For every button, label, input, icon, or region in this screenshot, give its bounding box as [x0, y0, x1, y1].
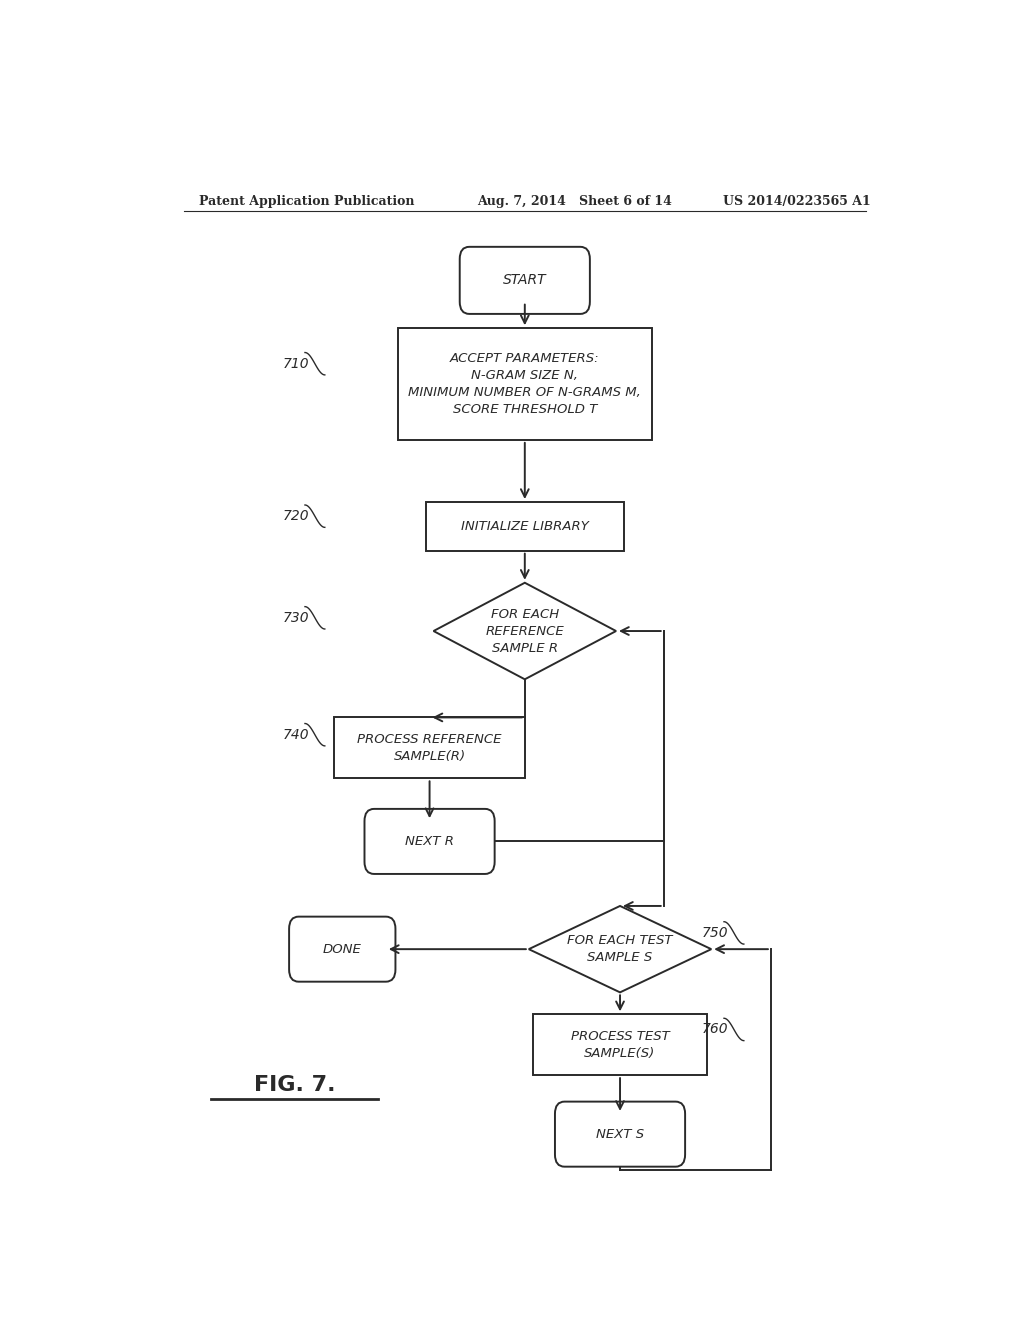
Text: START: START — [503, 273, 547, 288]
Text: US 2014/0223565 A1: US 2014/0223565 A1 — [723, 194, 871, 207]
Polygon shape — [433, 582, 616, 680]
Text: 710: 710 — [283, 356, 309, 371]
FancyBboxPatch shape — [365, 809, 495, 874]
Text: 760: 760 — [701, 1023, 728, 1036]
FancyBboxPatch shape — [460, 247, 590, 314]
Text: Patent Application Publication: Patent Application Publication — [200, 194, 415, 207]
Text: FIG. 7.: FIG. 7. — [254, 1076, 336, 1096]
Text: Aug. 7, 2014   Sheet 6 of 14: Aug. 7, 2014 Sheet 6 of 14 — [477, 194, 672, 207]
Text: ACCEPT PARAMETERS:
N-GRAM SIZE N,
MINIMUM NUMBER OF N-GRAMS M,
SCORE THRESHOLD T: ACCEPT PARAMETERS: N-GRAM SIZE N, MINIMU… — [409, 352, 641, 416]
Text: NEXT S: NEXT S — [596, 1127, 644, 1140]
FancyBboxPatch shape — [289, 916, 395, 982]
Text: 730: 730 — [283, 611, 309, 624]
Bar — [532, 1014, 708, 1076]
Polygon shape — [528, 906, 712, 993]
Text: FOR EACH TEST
SAMPLE S: FOR EACH TEST SAMPLE S — [567, 935, 673, 964]
Bar — [397, 329, 651, 440]
Text: PROCESS REFERENCE
SAMPLE(R): PROCESS REFERENCE SAMPLE(R) — [357, 733, 502, 763]
Bar — [334, 718, 524, 779]
Text: 750: 750 — [701, 925, 728, 940]
Text: 740: 740 — [283, 727, 309, 742]
Text: NEXT R: NEXT R — [406, 836, 454, 847]
Bar — [426, 502, 624, 550]
Text: DONE: DONE — [323, 942, 361, 956]
Text: INITIALIZE LIBRARY: INITIALIZE LIBRARY — [461, 520, 589, 533]
Text: PROCESS TEST
SAMPLE(S): PROCESS TEST SAMPLE(S) — [570, 1030, 670, 1060]
Text: 720: 720 — [283, 510, 309, 523]
FancyBboxPatch shape — [555, 1102, 685, 1167]
Text: FOR EACH
REFERENCE
SAMPLE R: FOR EACH REFERENCE SAMPLE R — [485, 607, 564, 655]
